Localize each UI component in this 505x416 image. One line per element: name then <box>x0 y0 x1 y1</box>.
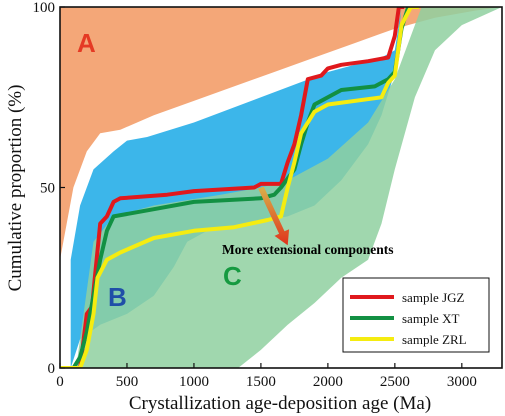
legend-label-jgz: sample JGZ <box>402 290 465 305</box>
axes: 0 500 1000 1500 2000 2500 3000 0 50 100 Crystall… <box>5 0 503 414</box>
y-tick-label: 50 <box>40 181 55 197</box>
series-line-1 <box>60 7 405 368</box>
zone-labels: A B C <box>77 28 242 312</box>
legend-label-xt: sample XT <box>402 311 459 326</box>
y-tick-label: 0 <box>48 361 56 377</box>
x-axis-title: Crystallization age-deposition age (Ma) <box>129 393 431 414</box>
x-tick-label: 3000 <box>447 374 477 390</box>
zone-label-b: B <box>108 282 127 312</box>
legend-box <box>342 277 490 353</box>
x-tick-label: 500 <box>116 374 139 390</box>
sample-curves <box>60 7 419 368</box>
y-axis-title: Cumulative proportion (%) <box>5 85 26 292</box>
zone-label-a: A <box>77 28 96 58</box>
zone-label-c: C <box>223 261 242 291</box>
x-tick-label: 2000 <box>313 374 343 390</box>
legend: sample JGZ sample XT sample ZRL <box>342 277 490 353</box>
annotation-text: More extensional components <box>222 242 394 257</box>
x-tick-label: 1000 <box>179 374 209 390</box>
x-tick-label: 0 <box>56 374 64 390</box>
series-line-3 <box>60 7 419 368</box>
y-axis-ticks: 0 50 100 <box>33 0 65 377</box>
x-tick-label: 2500 <box>380 374 410 390</box>
y-tick-label: 100 <box>33 0 56 16</box>
x-tick-label: 1500 <box>246 374 276 390</box>
legend-label-zrl: sample ZRL <box>402 332 467 347</box>
zone-a-area <box>60 7 502 260</box>
annotation-arrow <box>258 186 290 246</box>
x-axis-ticks: 0 500 1000 1500 2000 2500 3000 <box>56 363 477 390</box>
annotation: More extensional components <box>222 186 394 257</box>
